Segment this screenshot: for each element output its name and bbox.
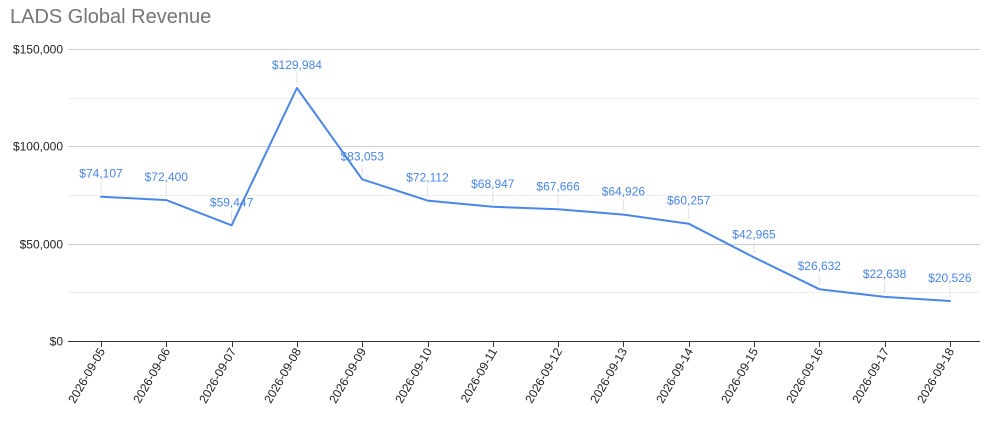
data-point [165,199,168,202]
data-point [622,213,625,216]
x-tick-label: 2026-09-13 [587,345,630,405]
y-tick-label: $150,000 [13,43,63,57]
data-point [100,195,103,198]
data-label: $60,257 [667,194,711,208]
data-label: $20,526 [928,271,972,285]
x-tick-label: 2026-09-06 [130,345,173,405]
data-point [361,178,364,181]
x-tick-label: 2026-09-08 [261,345,304,405]
data-point [818,288,821,291]
line-layer [100,86,951,303]
series-line [100,87,951,302]
data-label: $22,638 [863,267,907,281]
data-label: $42,965 [732,227,776,241]
data-point [948,300,951,303]
x-tick-label: 2026-09-16 [783,345,826,405]
data-label: $83,053 [341,149,385,163]
x-tick-label: 2026-09-12 [522,345,565,405]
x-tick-label: 2026-09-10 [392,345,435,405]
label-layer: $74,107 $72,400 $59,447 $129,984 $83,053 $72,… [79,58,972,298]
y-tick-label: $100,000 [13,140,63,154]
data-label: $72,400 [145,170,189,184]
data-label: $26,632 [798,259,842,273]
data-label: $72,112 [406,171,449,185]
data-label: $67,666 [536,179,580,193]
data-label: $64,926 [602,185,646,199]
x-tick-label: 2026-09-09 [326,345,369,405]
x-tick-label: 2026-09-15 [718,345,761,405]
grid-layer [68,49,980,293]
data-point [230,224,233,227]
data-point [557,208,560,211]
data-label: $74,107 [79,167,123,181]
data-label: $59,447 [210,195,254,209]
data-label: $129,984 [272,58,322,72]
axis-layer: $0 $50,000 $100,000 $150,000 2026-09-05 2026-… [13,43,980,406]
x-tick-label: 2026-09-14 [653,345,696,405]
data-label: $68,947 [471,177,515,191]
data-point [687,222,690,225]
y-tick-label: $50,000 [20,238,64,252]
x-tick-label: 2026-09-17 [849,345,892,405]
data-point [753,256,756,259]
y-tick-label: $0 [50,335,64,349]
x-tick-label: 2026-09-07 [196,345,239,405]
data-point [426,199,429,202]
chart-title: LADS Global Revenue [10,6,212,28]
data-point [883,295,886,298]
data-point [491,205,494,208]
data-point [295,86,298,89]
x-tick-label: 2026-09-05 [65,345,108,405]
x-tick-label: 2026-09-18 [914,345,957,405]
x-tick-label: 2026-09-11 [458,345,501,405]
